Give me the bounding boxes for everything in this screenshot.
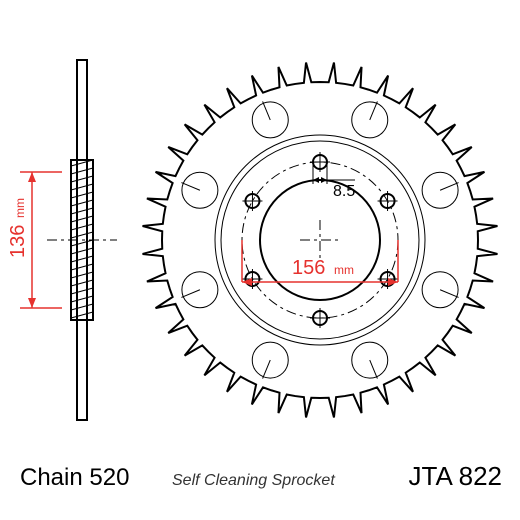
drawing-canvas: 136 mm 156 mm 8.5	[0, 0, 520, 520]
part-number-label: JTA 822	[409, 461, 502, 492]
sprocket-front-view	[143, 63, 498, 418]
chain-label: Chain 520	[20, 464, 129, 492]
svg-text:156: 156	[292, 257, 325, 279]
subtitle-label: Self Cleaning Sprocket	[172, 472, 335, 490]
svg-text:8.5: 8.5	[333, 183, 355, 200]
svg-text:136: 136	[7, 225, 29, 258]
dimension-annotations: 136 mm 156 mm 8.5	[7, 162, 398, 308]
side-profile-view	[20, 60, 117, 420]
svg-text:mm: mm	[334, 263, 354, 277]
svg-text:mm: mm	[13, 198, 27, 218]
